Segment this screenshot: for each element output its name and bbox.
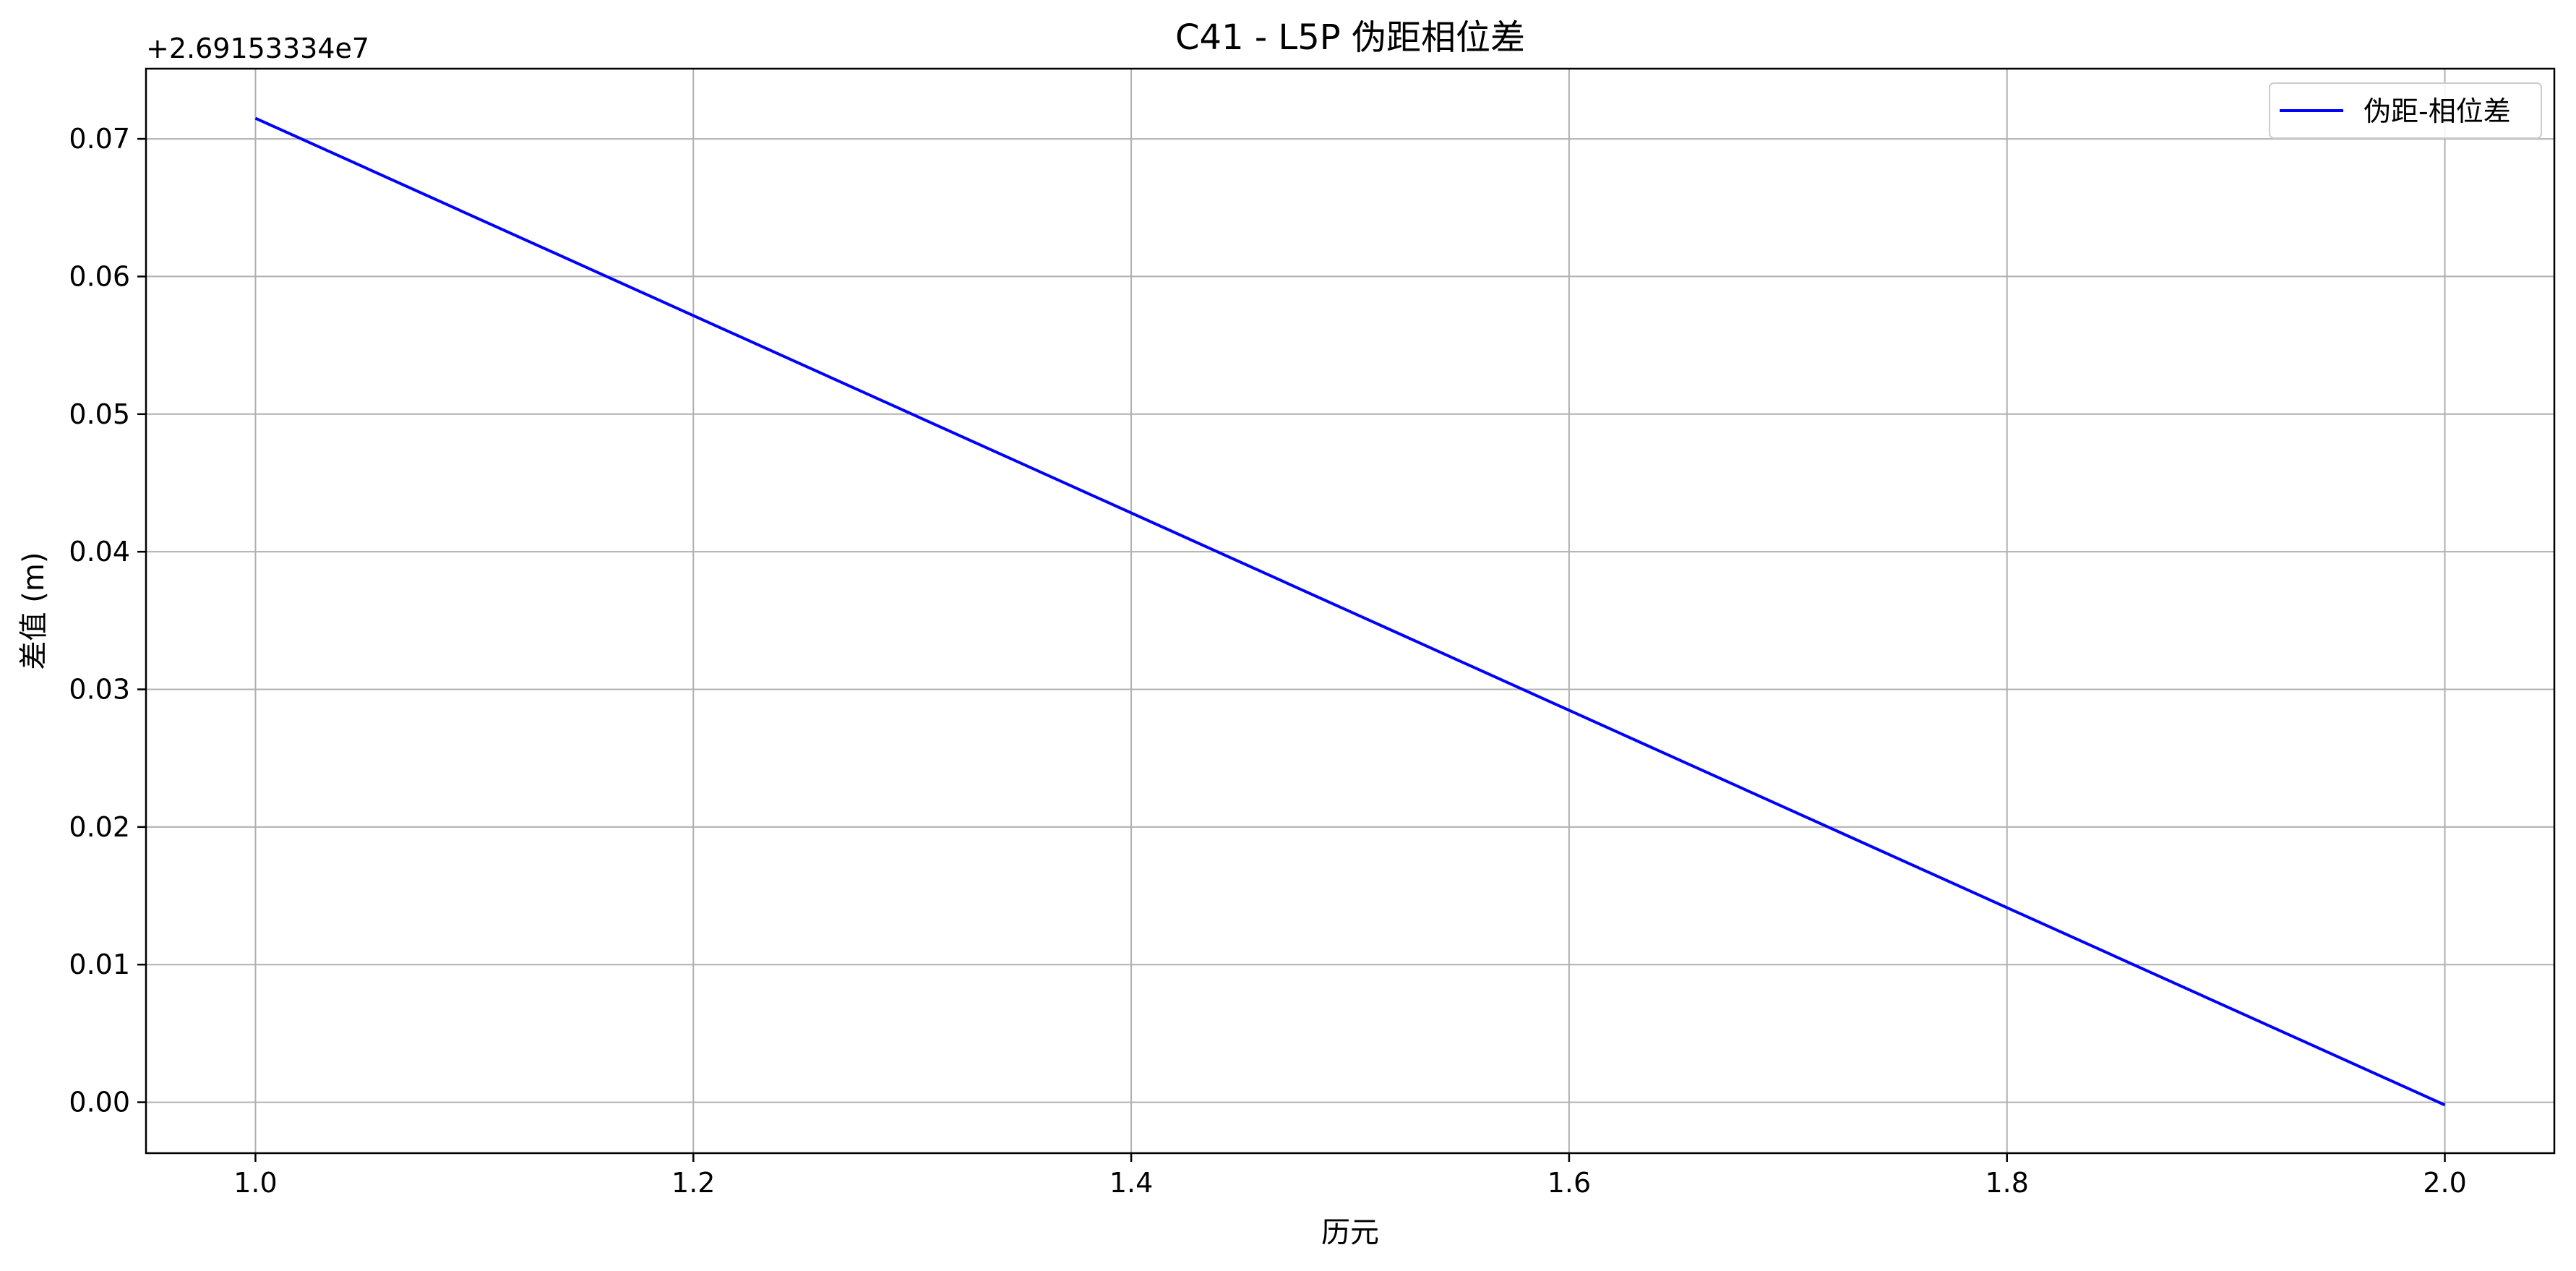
legend: 伪距-相位差	[2269, 82, 2542, 139]
y-axis-label: 差值 (m)	[17, 552, 51, 670]
y-tick-label: 0.05	[69, 398, 130, 430]
y-tick-label: 0.07	[69, 123, 130, 155]
x-tick-label: 1.6	[1547, 1167, 1591, 1199]
legend-label: 伪距-相位差	[2364, 95, 2511, 127]
plot-frame	[145, 67, 2556, 1155]
y-tick-label: 0.00	[69, 1087, 130, 1118]
y-axis-offset-label: +2.69153334e7	[146, 33, 369, 64]
y-tick-label: 0.04	[69, 536, 130, 568]
x-tick-label: 1.8	[1985, 1167, 2029, 1199]
y-tick-label: 0.02	[69, 811, 130, 843]
x-axis-ticks: 1.0 1.2 1.4 1.6 1.8 2.0	[233, 1153, 2467, 1199]
x-tick-label: 2.0	[2423, 1167, 2466, 1199]
chart-title: C41 - L5P 伪距相位差	[1175, 17, 1525, 58]
grid-lines	[146, 69, 2554, 1153]
y-tick-label: 0.01	[69, 949, 130, 980]
y-tick-label: 0.06	[69, 260, 130, 292]
legend-box	[2269, 82, 2542, 139]
y-tick-label: 0.03	[69, 674, 130, 706]
x-tick-label: 1.4	[1109, 1167, 1153, 1199]
y-axis-ticks: 0.00 0.01 0.02 0.03 0.04 0.05 0.06 0.07	[69, 123, 146, 1118]
series-lines	[254, 116, 2446, 1107]
x-axis-label: 历元	[1321, 1216, 1379, 1249]
x-tick-label: 1.0	[233, 1167, 277, 1199]
x-tick-label: 1.2	[671, 1167, 715, 1199]
series-line	[254, 116, 2446, 1107]
